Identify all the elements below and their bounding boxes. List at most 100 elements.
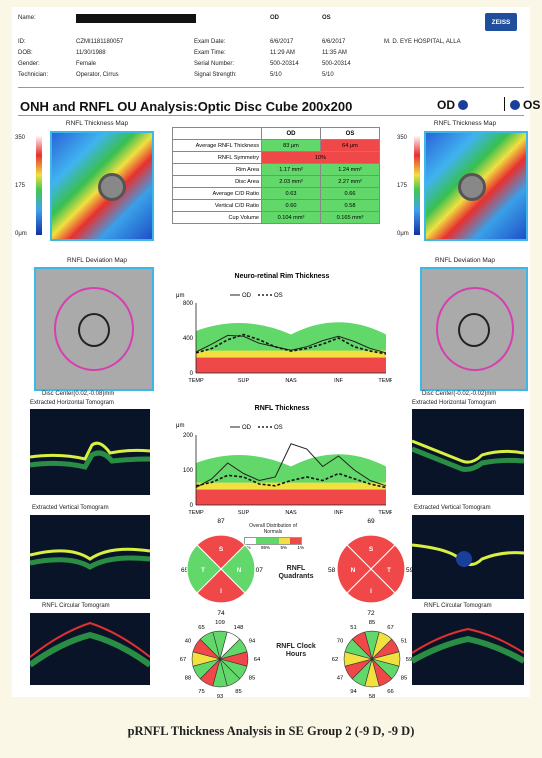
param-os: 2.27 mm² [320,175,380,188]
vert-tomogram-od [29,515,151,599]
param-od: 0.63 [261,187,321,200]
vert-tomogram-os [411,515,525,599]
gender-value: Female [76,61,97,67]
table-row: Average C/D Ratio 0.63 0.66 [172,187,380,200]
x-tick-label: SUP [238,378,250,384]
hospital-name: M. D. EYE HOSPITAL, ALLA [384,39,461,45]
horiz-tomo-label-os: Extracted Horizontal Tomogram [412,400,496,406]
redacted-name [76,14,196,23]
param-name: Average RNFL Thickness [172,139,262,152]
clock-value: 148 [234,625,244,631]
clock-value: 88 [185,676,191,682]
param-od: 83 μm [261,139,321,152]
x-tick-label: NAS [285,510,297,516]
clock-value: 94 [350,689,357,695]
series-line-os [195,472,387,489]
legend-os: OS [274,425,283,431]
param-name: Disc Area [172,175,262,188]
title-os: OS [507,98,540,112]
vert-tomo-label-os: Extracted Vertical Tomogram [414,505,491,511]
table-row: Rim Area 1.17 mm² 1.24 mm² [172,163,380,176]
quadrant-chart-os: 69 58 59 72 S N T I [328,518,414,615]
table-header-row: OD OS [172,127,380,140]
series-line-od [195,443,387,488]
param-name: Cup Volume [172,211,262,224]
chart-legend: OD OS [230,425,283,431]
deviation-map-label-os: RNFL Deviation Map [434,257,496,264]
rim-thickness-chart: Neuro-retinal Rim Thickness μm OD OS 800… [176,273,392,384]
quad-value-left: 58 [328,567,336,574]
disc-center-os: Disc Center(-0.02,-0.02)mm [422,391,497,397]
oct-report: Name: OD OS ZEISS ID: CZMI1181180057 DOB… [12,7,540,700]
vert-tomo-label-od: Extracted Vertical Tomogram [32,505,109,511]
signal-od: 5/10 [270,72,282,78]
clock-value: 59 [406,657,412,663]
quadrants-label: RNFL Quadrants [278,565,314,580]
quad-letter: I [370,588,372,595]
x-tick-label: TEMP [378,378,392,384]
distribution-bar [244,537,302,545]
clock-value: 47 [337,676,343,682]
x-tick-label: TEMP [188,378,204,384]
param-od: 0.104 mm³ [261,211,321,224]
clock-value: 70 [337,639,343,645]
quad-letter: N [351,567,356,574]
tech-value: Operator, Cirrus [76,72,119,78]
quad-letter: I [220,588,222,595]
disc-outline-os [458,313,490,347]
clock-value: 94 [249,639,256,645]
clock-hours-label: RNFL Clock Hours [276,643,316,658]
abnormal-band [196,489,386,505]
x-tick-label: SUP [238,510,250,516]
table-header-od: OD [261,127,321,140]
os-circle-icon [510,100,520,110]
y-tick-label: 800 [183,301,194,307]
header-od: OD [270,15,279,21]
param-name: RNFL Symmetry [172,151,262,164]
measurement-ring-od [54,287,134,371]
deviation-map-label-od: RNFL Deviation Map [66,257,128,264]
clock-value: 93 [217,694,223,700]
clock-value: 85 [249,676,255,682]
y-tick-label: 200 [183,433,194,439]
x-tick-label: TEMP [378,510,392,516]
exam-date-os: 6/6/2017 [322,39,346,45]
table-header-blank [172,127,262,140]
quad-value-bottom: 72 [367,610,375,615]
param-od: 0.60 [261,199,321,212]
legend-od: OD [242,293,252,299]
signal-label: Signal Strength: [194,72,237,78]
scale-mid-os: 175 [397,183,408,189]
deviation-map-os [420,267,528,391]
table-row: Disc Area 2.03 mm² 2.27 mm² [172,175,380,188]
exam-time-od: 11:29 AM [270,50,295,56]
quad-letter: T [201,567,205,574]
report-title: ONH and RNFL OU Analysis:Optic Disc Cube… [20,99,353,114]
signal-os: 5/10 [322,72,334,78]
param-os: 0.66 [320,187,380,200]
clock-hours-chart-od: 109 148 94 64 85 85 93 75 88 67 40 65 [180,620,261,700]
chart-ylabel: μm [176,423,184,429]
table-row: Vertical C/D Ratio 0.60 0.58 [172,199,380,212]
deviation-map-od [34,267,154,391]
clock-value: 85 [369,620,375,626]
table-row: Cup Volume 0.104 mm³ 0.165 mm³ [172,211,380,224]
x-tick-label: TEMP [188,510,204,516]
name-label: Name: [18,15,36,21]
quad-value-top: 69 [367,518,375,525]
param-od: 2.03 mm² [261,175,321,188]
figure-caption: pRNFL Thickness Analysis in SE Group 2 (… [127,724,415,738]
exam-date-label: Exam Date: [194,39,226,45]
scale-top-od: 350 [15,135,26,141]
y-tick-label: 400 [183,336,194,342]
chart-ylabel: μm [176,293,184,299]
serial-od: 500-20314 [270,61,299,67]
thickness-map-label-od: RNFL Thickness Map [65,120,129,127]
quad-value-right: 59 [406,567,414,574]
chart-title: Neuro-retinal Rim Thickness [235,273,330,280]
scale-top-os: 350 [397,135,408,141]
id-value: CZMI1181180057 [76,39,124,45]
dob-value: 11/30/1988 [76,50,106,56]
serial-label: Serial Number: [194,61,235,67]
exam-time-label: Exam Time: [194,50,226,56]
